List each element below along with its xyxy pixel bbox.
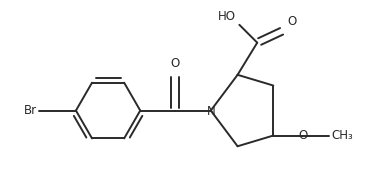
- Text: CH₃: CH₃: [331, 129, 353, 142]
- Text: Br: Br: [24, 104, 37, 117]
- Text: O: O: [170, 57, 180, 70]
- Text: N: N: [206, 105, 215, 118]
- Text: O: O: [298, 129, 307, 142]
- Text: HO: HO: [218, 10, 236, 23]
- Text: O: O: [288, 15, 297, 28]
